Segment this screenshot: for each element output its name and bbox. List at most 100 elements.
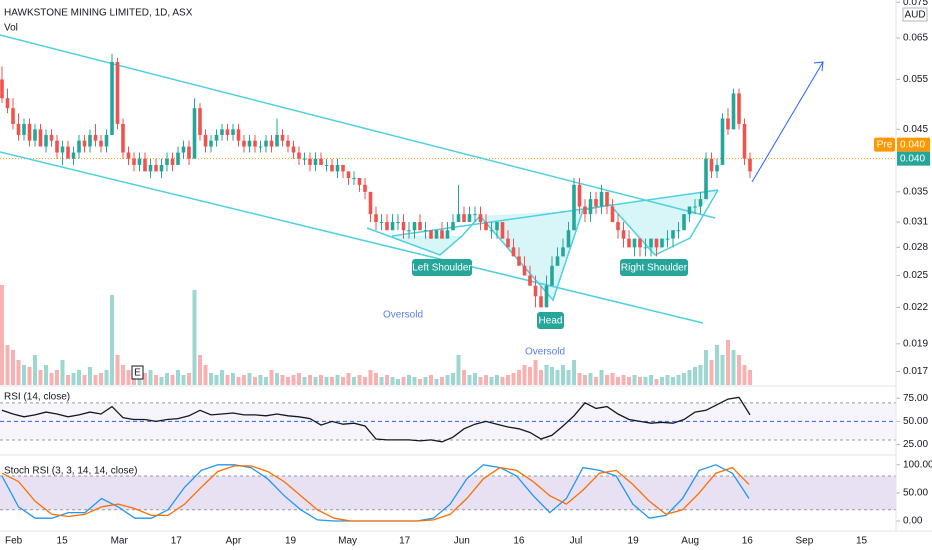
earnings-label[interactable]: E: [134, 368, 141, 379]
volume-bar: [297, 373, 301, 385]
x-tick-label: Jun: [454, 536, 470, 547]
y-tick-label: 0.035: [903, 187, 928, 198]
y-tick-label: 0.065: [903, 33, 928, 44]
candle-body: [368, 191, 373, 215]
candle-body: [566, 230, 571, 248]
y-tick-label: 75.00: [903, 393, 928, 404]
candle-body: [225, 129, 230, 135]
y-tick-label: 100.00: [903, 459, 932, 470]
candle-body: [423, 230, 428, 232]
candle-body: [308, 158, 312, 165]
annotation: Oversold: [525, 347, 565, 358]
candle-body: [440, 230, 444, 239]
volume-bar: [187, 373, 191, 385]
volume-bar: [154, 375, 158, 385]
left-shoulder-area: [367, 228, 462, 255]
earnings-icon[interactable]: [131, 365, 144, 380]
volume-bar: [396, 379, 400, 385]
channel-lower: [0, 151, 704, 324]
candle-body: [82, 140, 87, 147]
volume-bar: [676, 375, 681, 385]
candle-body: [511, 247, 516, 257]
pre-label: Pre: [877, 139, 893, 150]
volume-bar: [709, 360, 714, 385]
candle-body: [632, 238, 637, 248]
volume-bar: [71, 373, 76, 385]
volume-bar: [115, 355, 120, 385]
candle-body: [214, 134, 219, 141]
volume-bar: [231, 373, 235, 385]
pre-price-box: [897, 137, 930, 152]
volume-bar: [352, 377, 356, 385]
candle-body: [357, 178, 362, 185]
candle-body: [22, 123, 26, 135]
candle-body: [269, 140, 274, 147]
currency-box[interactable]: [902, 7, 928, 22]
volume-bar: [66, 375, 70, 385]
volume-bar: [264, 377, 268, 385]
volume-bar: [258, 375, 263, 385]
x-tick-label: May: [338, 536, 357, 547]
candle-body: [324, 164, 329, 166]
volume-bar: [236, 377, 241, 385]
pre-price: 0.040: [900, 139, 925, 150]
volume-bar: [682, 373, 686, 385]
volume-bar: [539, 370, 543, 385]
volume-bar: [555, 370, 560, 385]
volume-bar: [660, 377, 664, 385]
candle-body: [627, 238, 631, 248]
x-tick-label: Mar: [111, 536, 129, 547]
y-tick-label: 0.00: [903, 516, 923, 527]
candle-body: [5, 98, 10, 109]
y-tick-label: 25.00: [903, 439, 928, 450]
volume-bar: [313, 377, 318, 385]
candle-body: [638, 238, 642, 248]
candle-body: [704, 158, 708, 200]
volume-bar: [429, 375, 433, 385]
arrow-head: [813, 61, 824, 72]
candle-body: [748, 158, 752, 172]
candle-body: [473, 214, 477, 216]
volume-bar: [269, 370, 274, 385]
candle-body: [687, 206, 692, 215]
candle-body: [258, 146, 263, 148]
volume-bar: [500, 377, 505, 385]
candle-body: [71, 152, 76, 159]
candle-body: [77, 140, 81, 153]
candle-body: [137, 158, 142, 165]
candle-body: [715, 164, 719, 172]
candle-body: [649, 238, 653, 248]
volume-bar: [478, 377, 483, 385]
volume-bar: [665, 375, 670, 385]
label-box: [620, 259, 688, 276]
candle-body: [330, 164, 334, 172]
candle-body: [698, 199, 703, 207]
y-tick-label: 0.045: [903, 124, 928, 135]
projection-arrow: [751, 61, 824, 183]
volume-bar: [583, 375, 587, 385]
volume-bar: [16, 360, 21, 385]
volume-bar: [731, 350, 736, 385]
volume-bar: [60, 360, 65, 385]
candle-body: [676, 230, 681, 232]
volume-bar: [198, 355, 202, 385]
candle-body: [478, 214, 483, 223]
volume-bar: [275, 373, 279, 385]
volume-bar: [550, 367, 554, 385]
y-tick-label: 0.028: [903, 242, 928, 253]
currency[interactable]: AUD: [904, 10, 925, 21]
candle-body: [275, 134, 279, 147]
candle-body: [555, 256, 560, 266]
candle-body: [434, 230, 439, 239]
volume-bar: [698, 365, 703, 385]
volume-bar: [412, 377, 417, 385]
x-tick-label: 16: [513, 536, 525, 547]
candle-body: [462, 214, 466, 223]
candle-body: [302, 158, 307, 160]
candle-body: [44, 134, 48, 147]
label-box: [412, 259, 472, 276]
candle-body: [187, 146, 191, 159]
candle-body: [110, 61, 114, 135]
volume-bar: [588, 373, 593, 385]
volume-bar: [335, 375, 340, 385]
